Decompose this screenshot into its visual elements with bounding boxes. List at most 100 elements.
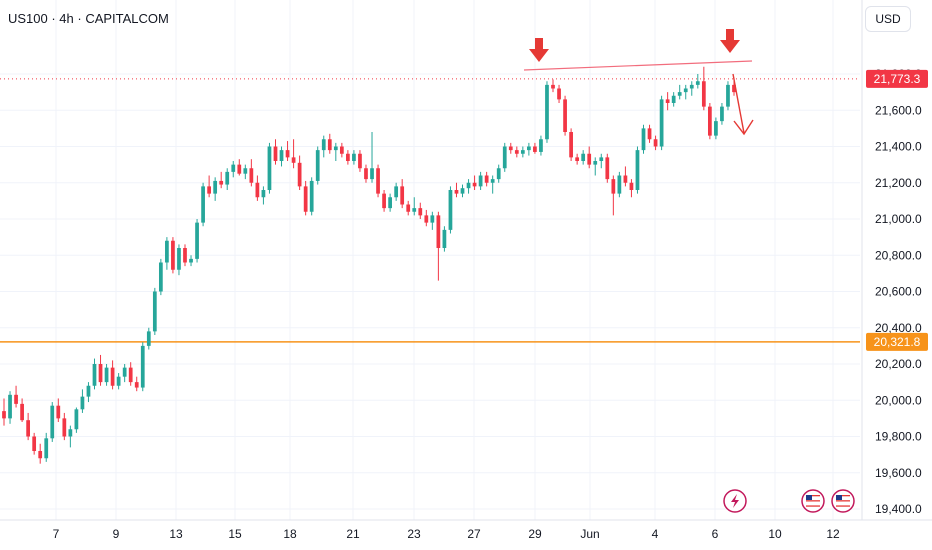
price-label-text: 21,773.3 bbox=[874, 72, 921, 86]
candle bbox=[436, 211, 441, 281]
candle-body bbox=[74, 409, 79, 430]
candle-body bbox=[122, 367, 127, 377]
candle-body bbox=[635, 150, 640, 190]
x-tick-label: Jun bbox=[580, 527, 599, 541]
candle-body bbox=[92, 364, 97, 386]
candle-body bbox=[581, 153, 586, 161]
candle-body bbox=[605, 157, 610, 180]
lightning-event-icon[interactable] bbox=[723, 489, 747, 513]
x-tick-label: 29 bbox=[528, 527, 542, 541]
candle bbox=[243, 164, 248, 180]
candle-body bbox=[128, 367, 133, 383]
candle-body bbox=[575, 157, 580, 161]
candle-body bbox=[460, 188, 465, 194]
candle-body bbox=[400, 186, 405, 205]
candle-series bbox=[2, 66, 736, 464]
candle bbox=[587, 146, 592, 169]
event-icons[interactable] bbox=[723, 489, 855, 513]
currency-button[interactable]: USD bbox=[865, 6, 911, 32]
price-labels: 21,773.3 20,321.8 bbox=[866, 69, 928, 351]
candle-body bbox=[146, 331, 151, 346]
y-tick-label: 21,200.0 bbox=[875, 176, 922, 190]
candle-body bbox=[671, 95, 676, 103]
candle-body bbox=[599, 157, 604, 161]
candle bbox=[720, 103, 724, 125]
candle-body bbox=[665, 99, 670, 103]
candle-body bbox=[255, 182, 260, 198]
candle-body bbox=[267, 146, 272, 190]
flag-stripe bbox=[836, 505, 850, 507]
candle bbox=[50, 402, 55, 442]
x-tick-label: 6 bbox=[712, 527, 719, 541]
candle bbox=[647, 124, 652, 143]
price-label: 20,321.8 bbox=[866, 332, 928, 351]
price-label-bg bbox=[866, 69, 928, 88]
candle bbox=[514, 146, 519, 158]
candle bbox=[575, 153, 580, 165]
candle bbox=[424, 209, 429, 227]
price-label-bg bbox=[866, 332, 928, 351]
candle-body bbox=[291, 157, 296, 163]
candle bbox=[346, 150, 350, 165]
candle-body bbox=[152, 291, 157, 332]
x-tick-label: 7 bbox=[53, 527, 60, 541]
candle bbox=[454, 182, 459, 198]
candle-body bbox=[701, 81, 706, 107]
candle-body bbox=[26, 420, 31, 437]
candle bbox=[189, 255, 193, 267]
candle-body bbox=[352, 153, 356, 161]
candle-body bbox=[50, 405, 55, 439]
candle bbox=[641, 124, 646, 154]
flag-stripe bbox=[836, 502, 850, 505]
candle-body bbox=[394, 186, 399, 198]
candle bbox=[701, 66, 706, 111]
candle-body bbox=[502, 146, 507, 169]
candle bbox=[177, 244, 181, 276]
time-axis[interactable]: 7 9 13 15 18 21 23 27 29 Jun 4 6 10 12 bbox=[0, 519, 932, 541]
candle bbox=[635, 146, 640, 194]
candle bbox=[146, 327, 151, 350]
candle-body bbox=[370, 168, 374, 180]
candle-body bbox=[466, 182, 471, 189]
projection-arrow-line bbox=[732, 73, 745, 134]
candle-body bbox=[104, 367, 109, 383]
candle bbox=[68, 425, 73, 448]
candle bbox=[527, 142, 531, 156]
us-flag-event-icon[interactable] bbox=[831, 489, 855, 513]
x-tick-label: 12 bbox=[826, 527, 840, 541]
y-tick-label: 20,600.0 bbox=[875, 285, 922, 299]
price-label-text: 20,321.8 bbox=[874, 335, 921, 349]
candle-body bbox=[418, 208, 423, 216]
candle-body bbox=[677, 92, 682, 96]
candle bbox=[418, 202, 423, 219]
candle bbox=[605, 153, 610, 183]
flag-canton bbox=[836, 495, 842, 500]
candle bbox=[466, 179, 471, 194]
y-tick-label: 20,000.0 bbox=[875, 393, 922, 407]
candle bbox=[364, 164, 368, 183]
candle-body bbox=[683, 88, 688, 93]
candle-body bbox=[309, 180, 314, 212]
candle-body bbox=[32, 436, 37, 451]
candle-body bbox=[436, 215, 441, 248]
candle bbox=[695, 74, 700, 89]
candle bbox=[134, 376, 139, 392]
candle bbox=[339, 142, 344, 158]
candle bbox=[442, 226, 447, 252]
candle bbox=[219, 171, 224, 189]
candle bbox=[195, 219, 199, 263]
candle-body bbox=[62, 418, 67, 437]
candle-body bbox=[514, 150, 519, 154]
candle-body bbox=[219, 180, 224, 185]
candle-body bbox=[116, 376, 121, 386]
us-flag-event-icon[interactable] bbox=[801, 489, 825, 513]
candle bbox=[370, 132, 374, 183]
candle-body bbox=[346, 153, 350, 161]
candle-body bbox=[442, 229, 447, 248]
candle bbox=[412, 197, 417, 216]
candle bbox=[321, 135, 326, 158]
candle-body bbox=[551, 84, 555, 89]
candle-body bbox=[14, 394, 18, 404]
candle bbox=[382, 190, 386, 212]
